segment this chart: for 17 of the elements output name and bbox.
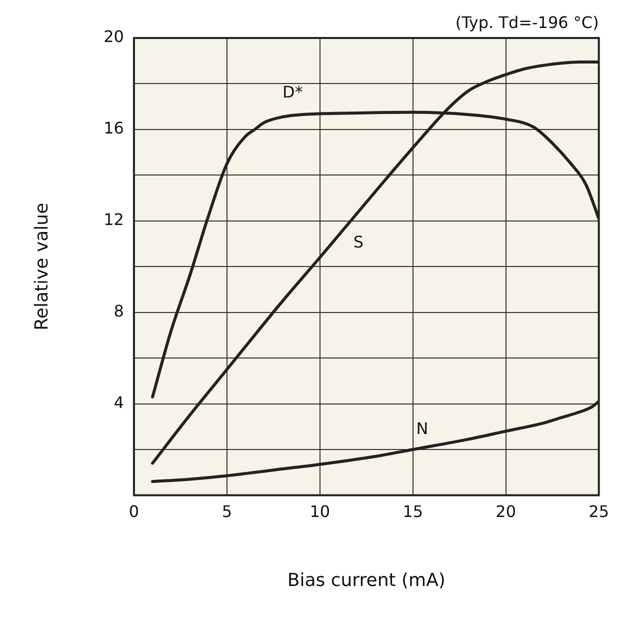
x-tick-label: 20 (496, 502, 516, 521)
x-tick-label: 5 (222, 502, 232, 521)
series-label: N (416, 418, 428, 438)
y-tick-label: 16 (104, 118, 124, 138)
series-label: D* (282, 82, 303, 102)
y-tick-label: 20 (104, 27, 124, 46)
y-axis-title: Relative value (31, 202, 52, 330)
y-tick-label: 12 (104, 210, 124, 230)
x-tick-label: 15 (402, 502, 424, 521)
series-label: S (353, 232, 364, 252)
x-tick-label: 25 (588, 502, 609, 521)
x-tick-label: 0 (128, 502, 140, 521)
text: (Typ. Td=-196 °C) (455, 13, 599, 32)
x-axis-title: Bias current (mA) (287, 570, 446, 591)
y-tick-label: 4 (114, 392, 124, 412)
x-tick-label: 10 (310, 502, 330, 521)
y-tick-label: 8 (114, 301, 124, 320)
